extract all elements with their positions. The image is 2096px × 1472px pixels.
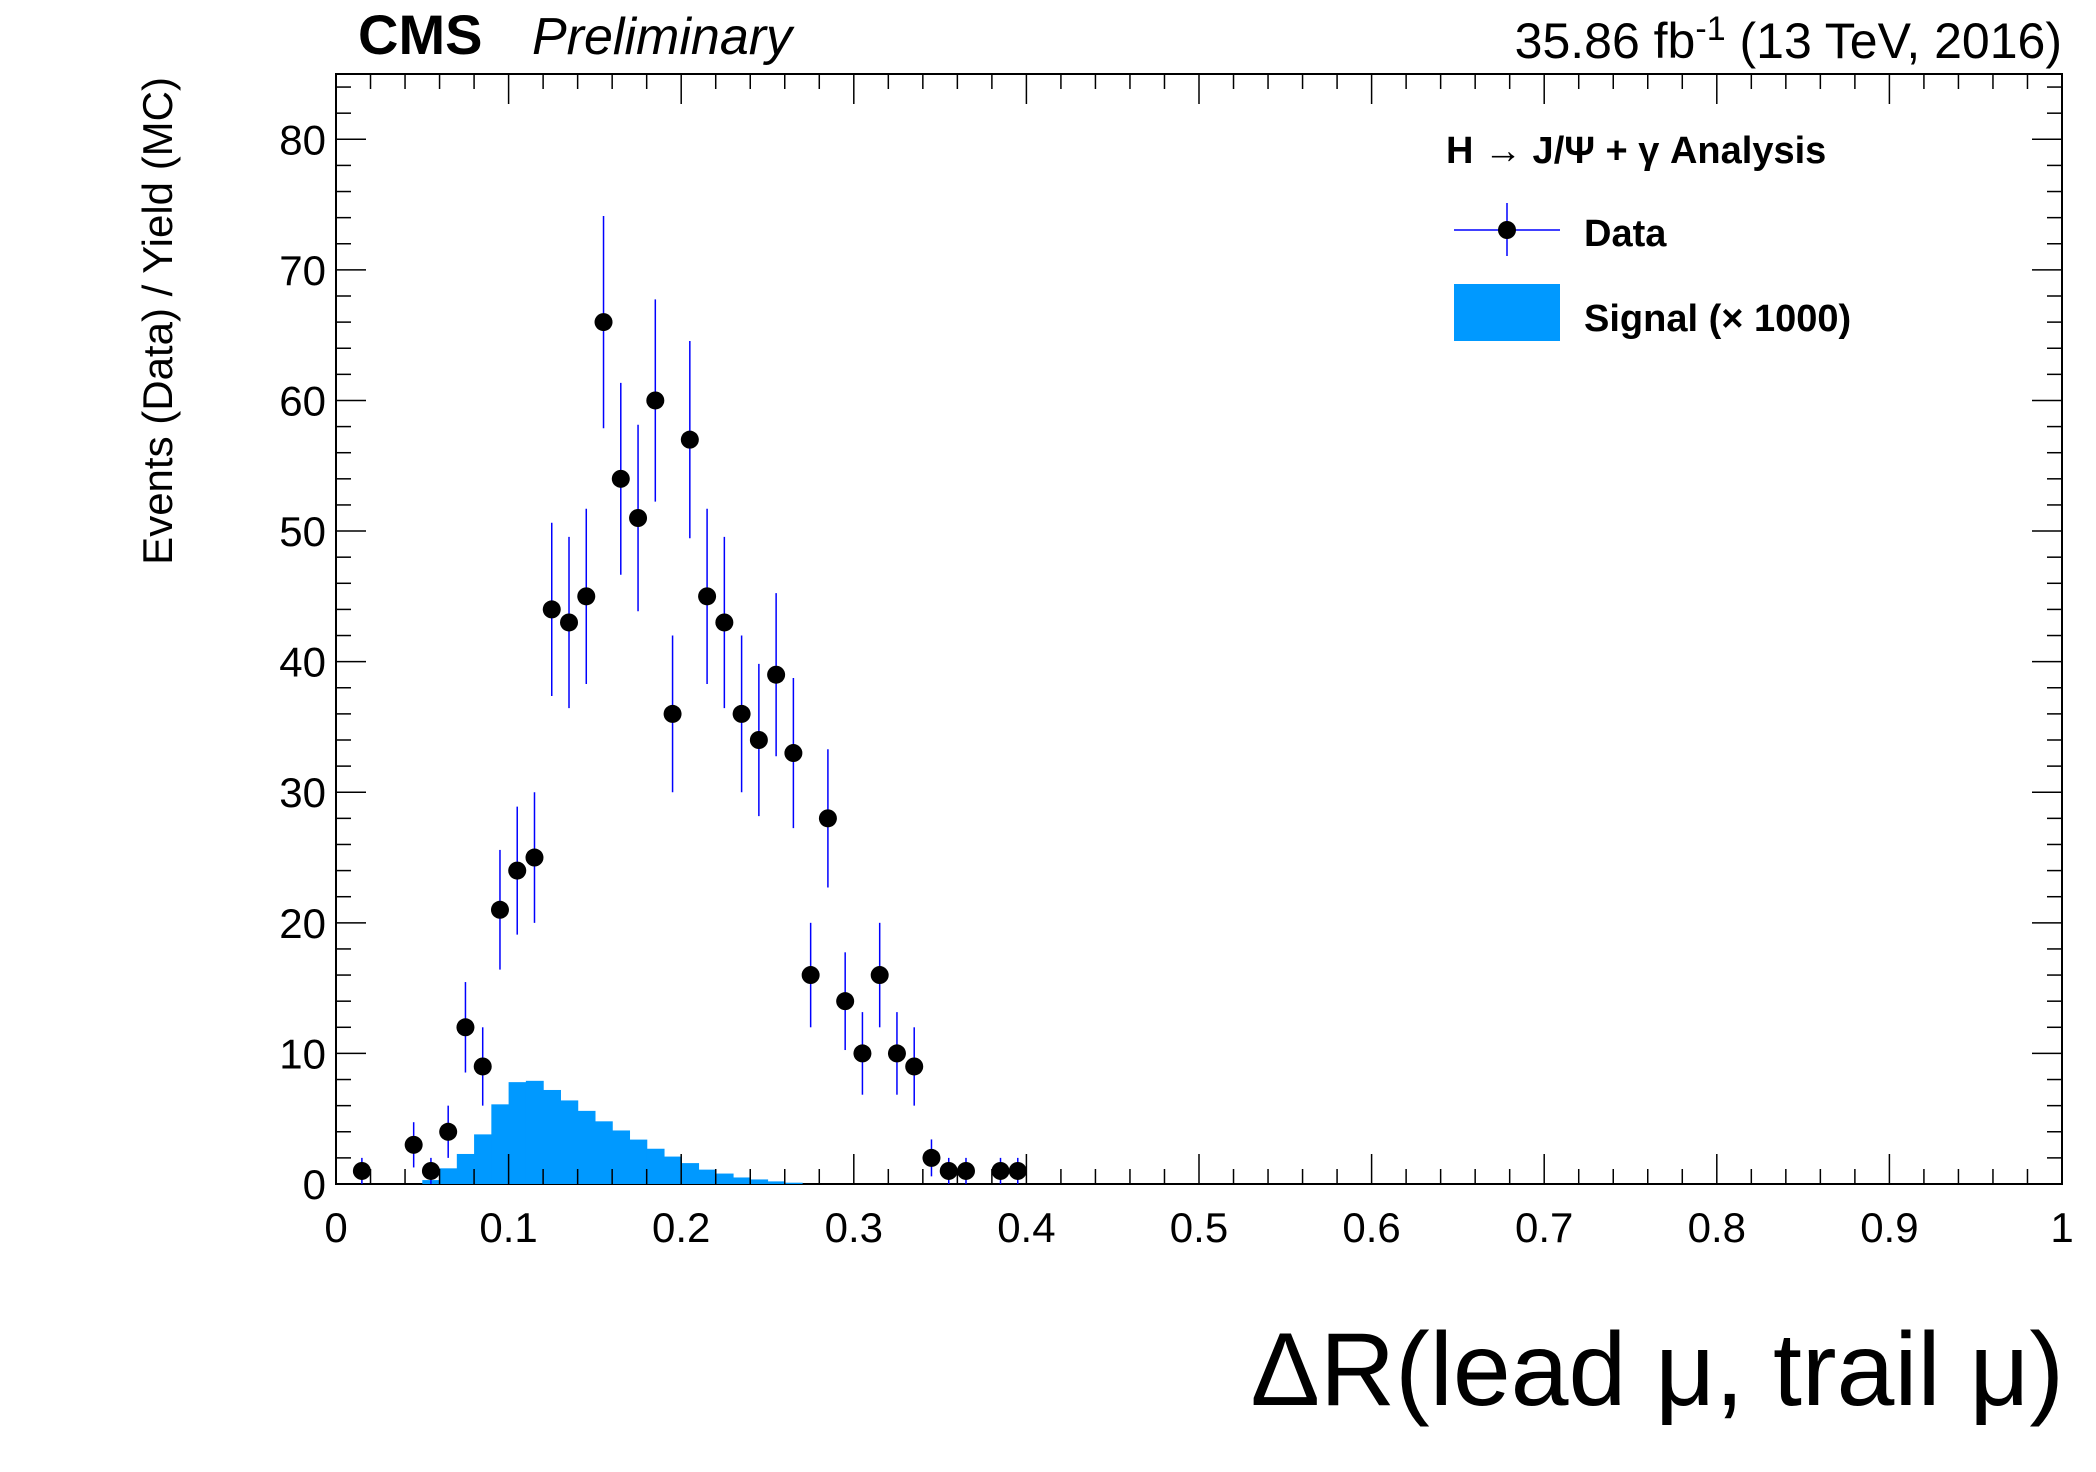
data-point bbox=[542, 600, 561, 619]
x-tick-label: 0.1 bbox=[479, 1204, 537, 1251]
signal-bar bbox=[629, 1139, 648, 1184]
data-point bbox=[421, 1161, 440, 1180]
data-point bbox=[749, 731, 768, 749]
y-axis-title: Events (Data) / Yield (MC) bbox=[134, 77, 181, 565]
data-point bbox=[594, 313, 613, 332]
x-tick-label: 0.5 bbox=[1170, 1204, 1228, 1251]
lumi-exponent: -1 bbox=[1695, 10, 1725, 48]
y-tick-label: 60 bbox=[279, 377, 326, 424]
preliminary-label: Preliminary bbox=[532, 8, 795, 66]
data-point bbox=[784, 744, 803, 763]
data-point bbox=[663, 704, 682, 723]
signal-bar bbox=[732, 1177, 751, 1184]
data-point bbox=[1008, 1161, 1027, 1180]
data-point bbox=[490, 900, 509, 919]
x-tick-label: 0.2 bbox=[652, 1204, 710, 1251]
y-tick-label: 70 bbox=[279, 247, 326, 294]
x-tick-label: 0.4 bbox=[997, 1204, 1055, 1251]
legend-data-label: Data bbox=[1584, 213, 1667, 255]
axis-ticks bbox=[335, 74, 2063, 1185]
signal-bar bbox=[439, 1168, 458, 1184]
signal-bar bbox=[543, 1089, 561, 1184]
data-point bbox=[525, 848, 544, 867]
signal-bar bbox=[784, 1182, 803, 1184]
data-point bbox=[887, 1044, 906, 1063]
data-point bbox=[715, 613, 734, 632]
legend-data-marker bbox=[1498, 221, 1516, 239]
data-point bbox=[404, 1135, 423, 1154]
signal-bar bbox=[681, 1163, 700, 1184]
data-point bbox=[473, 1057, 492, 1076]
signal-bar bbox=[594, 1121, 613, 1184]
x-tick-label: 0 bbox=[324, 1204, 347, 1251]
data-point bbox=[698, 587, 717, 606]
data-point bbox=[732, 704, 751, 723]
y-tick-label: 30 bbox=[279, 769, 326, 816]
data-point bbox=[836, 992, 855, 1011]
data-point bbox=[939, 1161, 958, 1180]
data-point bbox=[801, 966, 820, 985]
data-point bbox=[646, 391, 665, 410]
data-point bbox=[560, 613, 579, 632]
data-point bbox=[611, 469, 630, 488]
data-point bbox=[629, 509, 648, 527]
x-tick-label: 0.9 bbox=[1860, 1204, 1918, 1251]
data-point bbox=[352, 1161, 371, 1180]
x-tick-label: 0.6 bbox=[1342, 1204, 1400, 1251]
signal-histogram bbox=[422, 1080, 803, 1184]
data-point bbox=[853, 1044, 872, 1063]
cms-label: CMS bbox=[358, 3, 482, 66]
data-points bbox=[352, 216, 1027, 1184]
data-point bbox=[680, 430, 699, 449]
x-tick-label: 0.3 bbox=[825, 1204, 883, 1251]
signal-bar bbox=[698, 1169, 717, 1184]
signal-bar bbox=[508, 1082, 527, 1184]
x-tick-label: 0.8 bbox=[1688, 1204, 1746, 1251]
y-tick-label: 40 bbox=[279, 639, 326, 686]
data-point bbox=[456, 1018, 475, 1037]
lumi-value: 35.86 fb bbox=[1515, 13, 1696, 69]
legend-signal-label: Signal (× 1000) bbox=[1584, 298, 1851, 340]
signal-bar bbox=[456, 1153, 475, 1184]
y-tick-label: 80 bbox=[279, 116, 326, 163]
signal-bar bbox=[560, 1100, 579, 1184]
data-point bbox=[905, 1057, 924, 1076]
signal-bar bbox=[646, 1148, 665, 1184]
data-point bbox=[956, 1161, 975, 1180]
y-tick-labels: 0 10 20 30 40 50 60 70 80 bbox=[279, 116, 326, 1208]
signal-bar bbox=[491, 1104, 510, 1184]
data-point bbox=[767, 665, 786, 684]
signal-bar bbox=[663, 1156, 682, 1184]
y-tick-label: 20 bbox=[279, 900, 326, 947]
x-tick-label: 1 bbox=[2050, 1204, 2073, 1251]
x-tick-label: 0.7 bbox=[1515, 1204, 1573, 1251]
legend-title: H → J/Ψ + γ Analysis bbox=[1446, 130, 1826, 172]
x-axis-title: ΔR(lead μ, trail μ) bbox=[1251, 1312, 2064, 1428]
data-point bbox=[870, 966, 889, 985]
data-point bbox=[818, 809, 837, 828]
signal-bar bbox=[612, 1130, 631, 1184]
signal-bar bbox=[750, 1179, 769, 1184]
data-point bbox=[439, 1122, 458, 1141]
lumi-energy-year: (13 TeV, 2016) bbox=[1726, 13, 2062, 69]
y-tick-label: 10 bbox=[279, 1030, 326, 1077]
x-tick-labels: 0 0.1 0.2 0.3 0.4 0.5 0.6 0.7 0.8 0.9 1 bbox=[324, 1204, 2073, 1251]
signal-bar bbox=[577, 1110, 596, 1184]
data-point bbox=[922, 1148, 941, 1167]
signal-bar bbox=[525, 1080, 544, 1184]
y-tick-label: 0 bbox=[303, 1161, 326, 1208]
signal-bar bbox=[767, 1181, 786, 1184]
y-tick-label: 50 bbox=[279, 508, 326, 555]
data-point bbox=[577, 587, 596, 606]
data-point bbox=[991, 1161, 1010, 1180]
legend-signal-swatch bbox=[1454, 284, 1560, 341]
signal-bar bbox=[474, 1134, 492, 1184]
plot-frame bbox=[335, 73, 2063, 1185]
lumi-label: 35.86 fb-1 (13 TeV, 2016) bbox=[1515, 10, 2062, 69]
legend: H → J/Ψ + γ Analysis Data Signal (× 1000… bbox=[1446, 130, 1851, 341]
data-point bbox=[508, 861, 527, 880]
signal-bar bbox=[715, 1173, 734, 1184]
